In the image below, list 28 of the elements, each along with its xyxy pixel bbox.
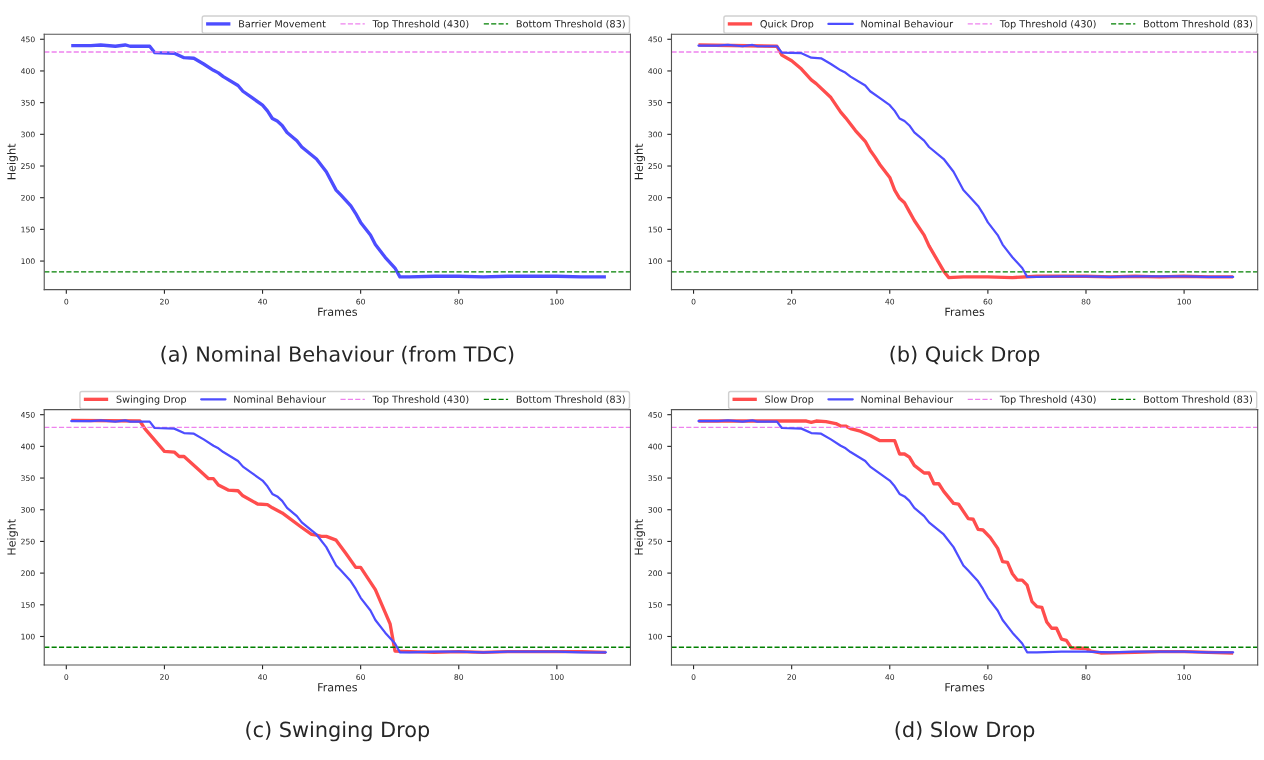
x-axis-title: Frames <box>945 683 985 692</box>
legend-label: Nominal Behaviour <box>861 19 954 28</box>
text: (a) Nominal Behaviour (from TDC) <box>161 345 514 365</box>
legend-label: Bottom Threshold (83) <box>1144 395 1252 405</box>
legend-label: Top Threshold (430) <box>999 395 1096 405</box>
legend-label: Nominal Behaviour <box>234 395 326 403</box>
y-axis-title: Height <box>7 519 18 555</box>
y-axis-title: Height <box>634 143 646 180</box>
x-axis-title: Frames <box>945 307 985 316</box>
y-axis-title: Height <box>634 519 646 555</box>
line-series <box>69 43 608 279</box>
legend-label: Barrier Movement <box>239 19 326 28</box>
legend-label: Swinging Drop <box>116 395 187 405</box>
text: (b) Quick Drop <box>890 345 1040 366</box>
legend-label: Nominal Behaviour <box>861 395 954 403</box>
legend-label: Top Threshold (430) <box>372 19 469 30</box>
legend-label: Bottom Threshold (83) <box>516 19 625 29</box>
x-axis-title: Frames <box>318 307 358 316</box>
text: (d) Slow Drop <box>895 721 1035 742</box>
y-axis-title: Height <box>7 143 18 180</box>
x-axis-title: Frames <box>318 683 358 692</box>
legend-label: Top Threshold (430) <box>372 395 469 405</box>
text: (c) Swinging Drop <box>246 721 430 742</box>
legend-label: Quick Drop <box>760 19 814 30</box>
legend-label: Bottom Threshold (83) <box>1144 19 1252 29</box>
legend-label: Slow Drop <box>765 395 814 405</box>
legend-label: Top Threshold (430) <box>999 19 1096 30</box>
legend-label: Bottom Threshold (83) <box>516 395 625 405</box>
